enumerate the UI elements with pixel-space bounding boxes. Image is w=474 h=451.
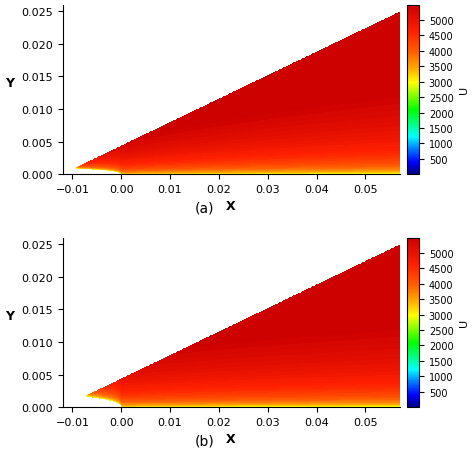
X-axis label: X: X — [226, 433, 236, 446]
X-axis label: X: X — [226, 200, 236, 213]
Text: (a): (a) — [194, 201, 214, 215]
Y-axis label: U: U — [459, 86, 469, 94]
Y-axis label: Y: Y — [6, 310, 15, 322]
Y-axis label: Y: Y — [6, 77, 15, 90]
Y-axis label: U: U — [459, 318, 469, 327]
Text: (b): (b) — [194, 433, 214, 447]
